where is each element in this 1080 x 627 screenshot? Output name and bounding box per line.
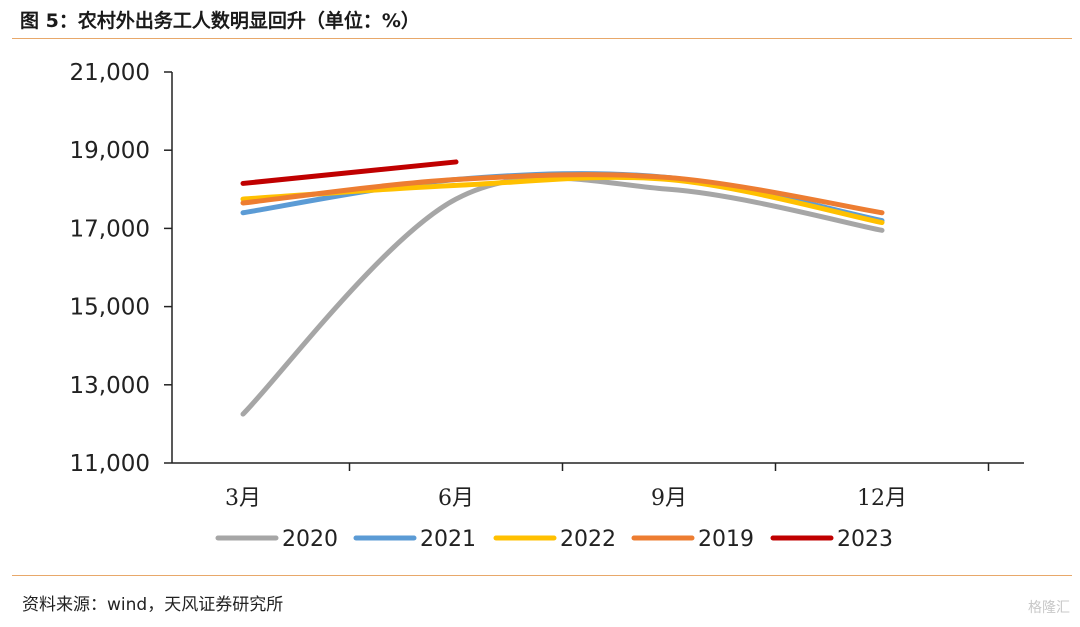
- legend-label-2019: 2019: [698, 527, 754, 552]
- top-divider: [12, 38, 1072, 39]
- y-tick-label: 17,000: [70, 216, 150, 242]
- series-line-2020: [240, 175, 885, 417]
- x-tick-label: 9月: [651, 486, 687, 511]
- legend-label-2021: 2021: [420, 527, 476, 552]
- y-tick-label: 21,000: [70, 60, 150, 86]
- legend-label-2020: 2020: [282, 527, 338, 552]
- series-line-2022: [240, 174, 885, 226]
- legend-label-2023: 2023: [837, 527, 893, 552]
- source-note: 资料来源：wind，天风证券研究所: [22, 595, 284, 615]
- line-chart: 21,000 19,000 17,000 15,000 13,000 11,000 3月 6月…: [70, 60, 1024, 552]
- y-tick-label: 15,000: [70, 295, 150, 321]
- x-tick-label: 6月: [438, 486, 474, 511]
- series-line-2019: [240, 172, 885, 216]
- bottom-divider: [12, 575, 1072, 576]
- x-tick-label: 12月: [857, 486, 907, 511]
- series-line-2023: [240, 159, 459, 186]
- watermark-text: 格隆汇: [1028, 600, 1070, 616]
- x-tick-label: 3月: [225, 486, 261, 511]
- y-tick-label: 13,000: [70, 373, 150, 399]
- chart-title: 图 5：农村外出务工人数明显回升（单位：%）: [20, 10, 420, 32]
- y-tick-label: 19,000: [70, 138, 150, 164]
- legend-label-2022: 2022: [560, 527, 616, 552]
- y-tick-label: 11,000: [70, 451, 150, 477]
